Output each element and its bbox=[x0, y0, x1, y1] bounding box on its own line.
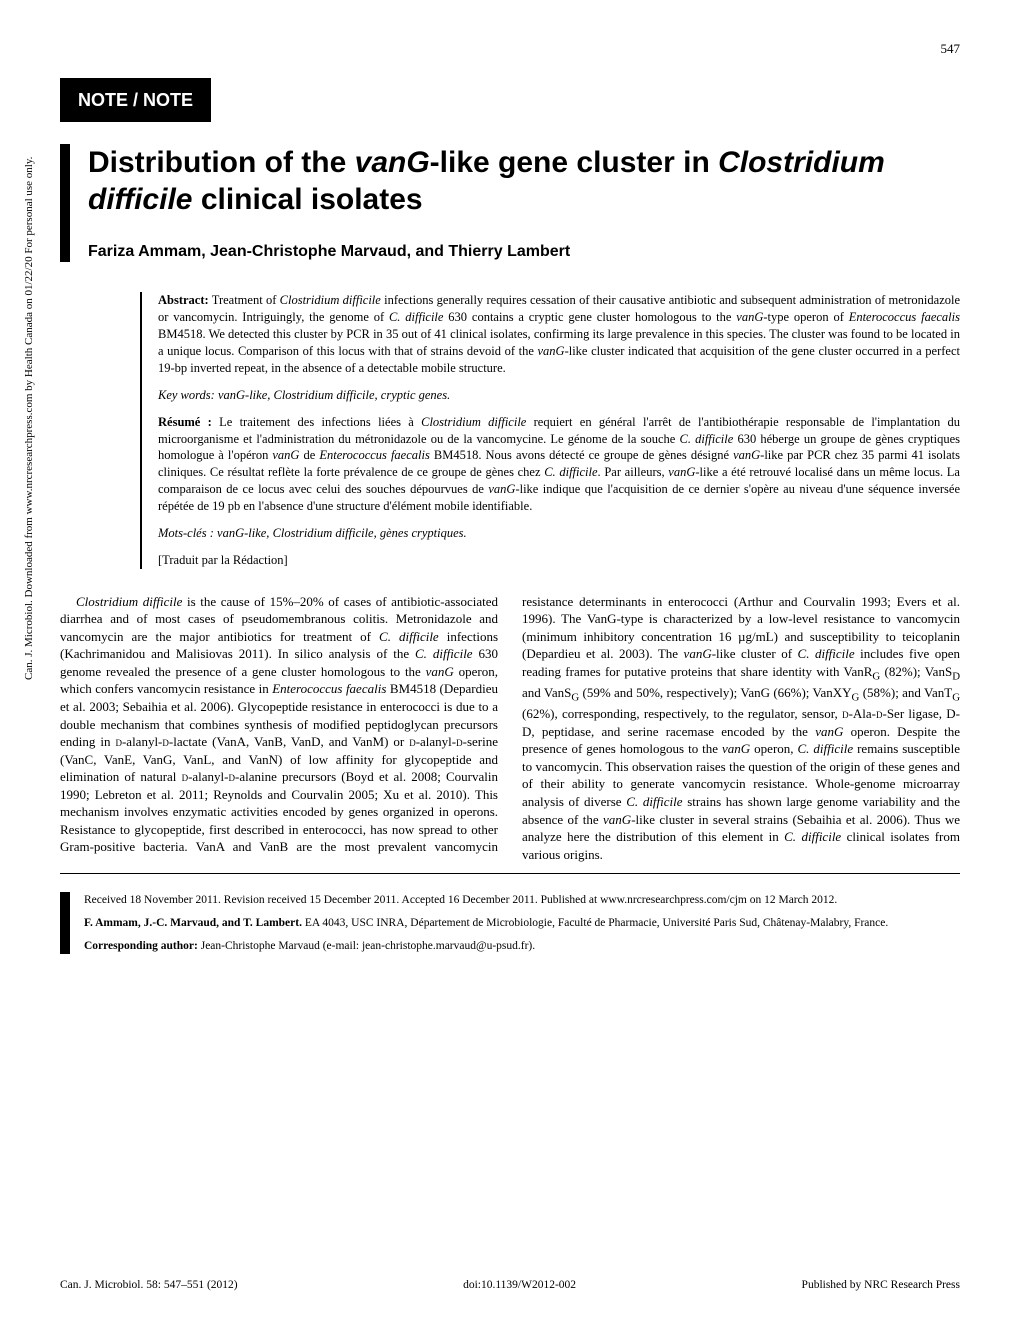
keywords-en-label: Key words: bbox=[158, 388, 215, 402]
keywords-fr-label: Mots-clés : bbox=[158, 526, 214, 540]
keywords-en: Key words: vanG-like, Clostridium diffic… bbox=[158, 387, 960, 404]
abstract-fr-text: Le traitement des infections liées à Clo… bbox=[158, 415, 960, 513]
keywords-fr: Mots-clés : vanG-like, Clostridium diffi… bbox=[158, 525, 960, 542]
keywords-fr-text: vanG-like, Clostridium difficile, gènes … bbox=[217, 526, 467, 540]
bottom-right: Published by NRC Research Press bbox=[802, 1278, 960, 1294]
note-banner: NOTE / NOTE bbox=[60, 78, 211, 122]
abstract-en: Abstract: Treatment of Clostridium diffi… bbox=[158, 292, 960, 376]
sidebar-text: Can. J. Microbiol. Downloaded from www.n… bbox=[22, 157, 37, 680]
abstract-fr: Résumé : Le traitement des infections li… bbox=[158, 414, 960, 515]
body-paragraph: Clostridium difficile is the cause of 15… bbox=[60, 593, 960, 864]
authors: Fariza Ammam, Jean-Christophe Marvaud, a… bbox=[88, 241, 960, 263]
keywords-en-text: vanG-like, Clostridium difficile, crypti… bbox=[218, 388, 450, 402]
abstract-en-label: Abstract: bbox=[158, 293, 209, 307]
page-number: 547 bbox=[60, 40, 960, 58]
title-block: Distribution of the vanG-like gene clust… bbox=[60, 144, 960, 263]
footer-block: Received 18 November 2011. Revision rece… bbox=[60, 892, 960, 954]
translated-note: [Traduit par la Rédaction] bbox=[158, 552, 960, 569]
bottom-bar: Can. J. Microbiol. 58: 547–551 (2012) do… bbox=[60, 1278, 960, 1294]
footer-divider bbox=[60, 873, 960, 874]
affiliation: F. Ammam, J.-C. Marvaud, and T. Lambert.… bbox=[84, 915, 960, 932]
body-text: Clostridium difficile is the cause of 15… bbox=[60, 593, 960, 864]
main-title: Distribution of the vanG-like gene clust… bbox=[88, 144, 960, 219]
abstract-fr-label: Résumé : bbox=[158, 415, 212, 429]
bottom-center: doi:10.1139/W2012-002 bbox=[463, 1278, 576, 1294]
corresponding-author: Corresponding author: Jean-Christophe Ma… bbox=[84, 938, 960, 955]
received-line: Received 18 November 2011. Revision rece… bbox=[84, 892, 960, 909]
abstract-en-text: Treatment of Clostridium difficile infec… bbox=[158, 293, 960, 375]
bottom-left: Can. J. Microbiol. 58: 547–551 (2012) bbox=[60, 1278, 238, 1294]
abstract-block: Abstract: Treatment of Clostridium diffi… bbox=[140, 292, 960, 568]
